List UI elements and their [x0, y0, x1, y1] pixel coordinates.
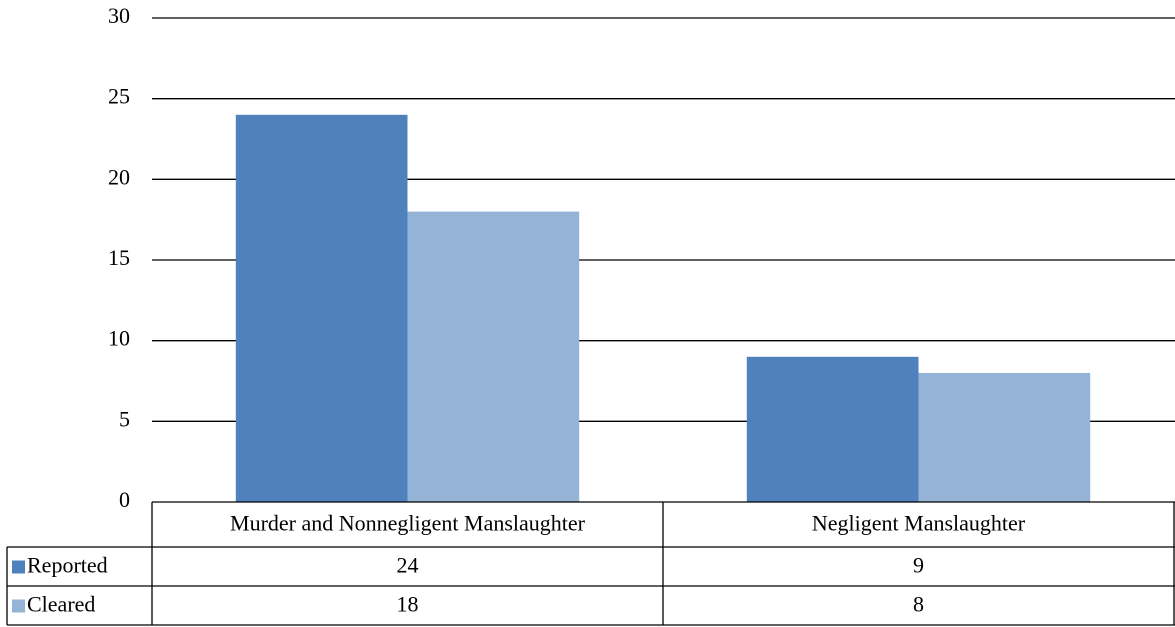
legend-swatch: [12, 599, 25, 613]
table-value: 18: [397, 592, 419, 617]
y-tick-label: 20: [108, 164, 130, 189]
y-tick-label: 25: [108, 84, 130, 109]
legend-label: Reported: [27, 553, 108, 578]
legend-label: Cleared: [27, 592, 95, 617]
bar: [918, 372, 1091, 502]
x-tick-label: Murder and Nonnegligent Manslaughter: [230, 511, 586, 536]
table-value: 8: [913, 592, 924, 617]
y-tick-label: 5: [119, 406, 130, 431]
y-tick-label: 30: [108, 3, 130, 28]
y-tick-label: 10: [108, 326, 130, 351]
bar: [407, 211, 580, 502]
x-tick-label: Negligent Manslaughter: [812, 511, 1026, 536]
y-tick-label: 0: [119, 487, 130, 512]
legend-swatch: [12, 560, 25, 574]
y-tick-label: 15: [108, 245, 130, 270]
bar: [746, 356, 919, 502]
table-value: 9: [913, 553, 924, 578]
bar: [235, 114, 408, 503]
table-value: 24: [397, 553, 419, 578]
